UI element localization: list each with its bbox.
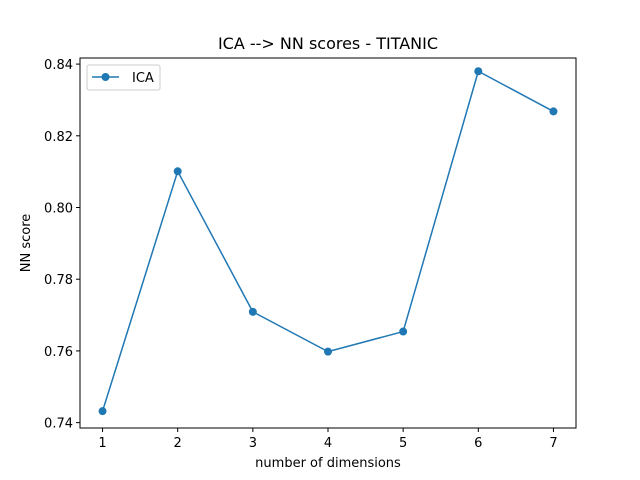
data-point	[324, 347, 332, 356]
legend-box	[86, 64, 161, 91]
y-tick-label: 0.76	[44, 345, 73, 360]
legend: ICA	[86, 64, 161, 91]
y-tick-label: 0.82	[44, 130, 73, 145]
legend-entry-ica: ICA	[132, 71, 154, 86]
chart-title: ICA --> NN scores - TITANIC	[218, 34, 438, 53]
x-axis-label: number of dimensions	[255, 456, 401, 471]
plot-area: 1 2 3 4 5 6 7 0.74 0.76 0.78 0.80 0.82 0.84	[44, 57, 577, 451]
x-tick-label: 7	[549, 436, 557, 451]
y-axis-ticks: 0.74 0.76 0.78 0.80 0.82 0.84	[44, 58, 80, 432]
data-point	[549, 107, 558, 116]
x-tick-label: 6	[474, 436, 482, 451]
x-tick-label: 1	[98, 436, 106, 451]
y-tick-label: 0.74	[44, 417, 73, 432]
y-axis-label: NN score	[19, 214, 34, 273]
series-layer	[98, 67, 558, 416]
x-tick-label: 2	[174, 436, 182, 451]
data-point	[474, 67, 483, 76]
x-axis-ticks: 1 2 3 4 5 6 7	[98, 428, 558, 451]
legend-marker-swatch	[101, 73, 110, 81]
y-tick-label: 0.84	[44, 58, 73, 73]
data-point	[173, 167, 182, 176]
data-point	[399, 327, 408, 336]
data-point	[98, 407, 107, 416]
x-tick-label: 5	[399, 436, 407, 451]
data-point	[248, 307, 257, 316]
y-tick-label: 0.78	[44, 273, 73, 288]
x-tick-label: 3	[249, 436, 257, 451]
y-tick-label: 0.80	[44, 202, 73, 217]
x-tick-label: 4	[324, 436, 332, 451]
